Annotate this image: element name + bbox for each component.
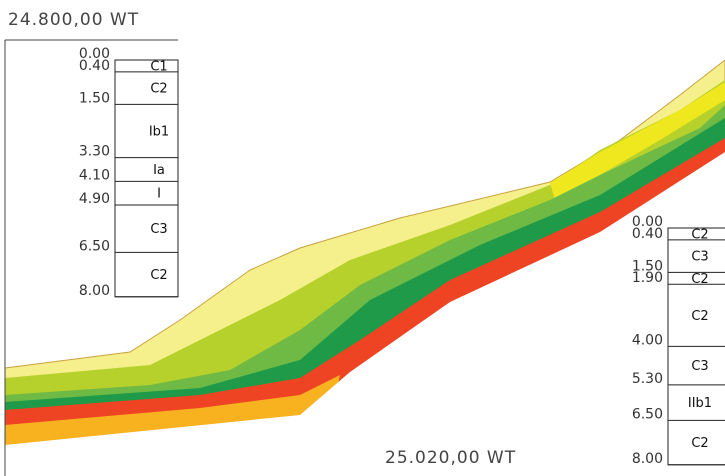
layer-label: C3 — [691, 250, 708, 265]
depth-label: 4.00 — [632, 332, 663, 348]
depth-label: 8.00 — [632, 451, 663, 467]
layer-label: I — [157, 187, 161, 202]
layer-label: C3 — [691, 359, 708, 374]
cross-section: 24.800,00 WT 25.020,00 WT 0.000.401.503.… — [0, 0, 725, 476]
depth-label: 1.90 — [632, 270, 663, 286]
layer-label: C2 — [150, 82, 167, 97]
layer-label: C2 — [691, 227, 708, 242]
strata — [5, 60, 725, 476]
depth-label: 4.10 — [79, 167, 110, 183]
layer-label: C2 — [691, 309, 708, 324]
layer-label: Ib1 — [149, 125, 169, 140]
layer-label: C2 — [691, 272, 708, 287]
depth-label: 0.40 — [632, 226, 663, 242]
depth-label: 1.50 — [79, 90, 110, 106]
layer-label: C2 — [691, 436, 708, 451]
depth-label: 5.30 — [632, 371, 663, 387]
layer-label: C2 — [150, 268, 167, 283]
depth-label: 8.00 — [79, 283, 110, 299]
depth-label: 0.40 — [79, 58, 110, 74]
depth-label: 6.50 — [79, 238, 110, 254]
layer-label: IIb1 — [688, 396, 712, 411]
depth-label: 6.50 — [632, 406, 663, 422]
station-label: 24.800,00 WT — [8, 10, 139, 30]
station-label: 25.020,00 WT — [385, 448, 516, 468]
layer-label: C1 — [150, 59, 167, 74]
depth-label: 4.90 — [79, 191, 110, 207]
borehole-box — [115, 60, 178, 297]
depth-label: 3.30 — [79, 144, 110, 160]
layer-label: Ia — [153, 163, 165, 178]
layer-label: C3 — [150, 222, 167, 237]
